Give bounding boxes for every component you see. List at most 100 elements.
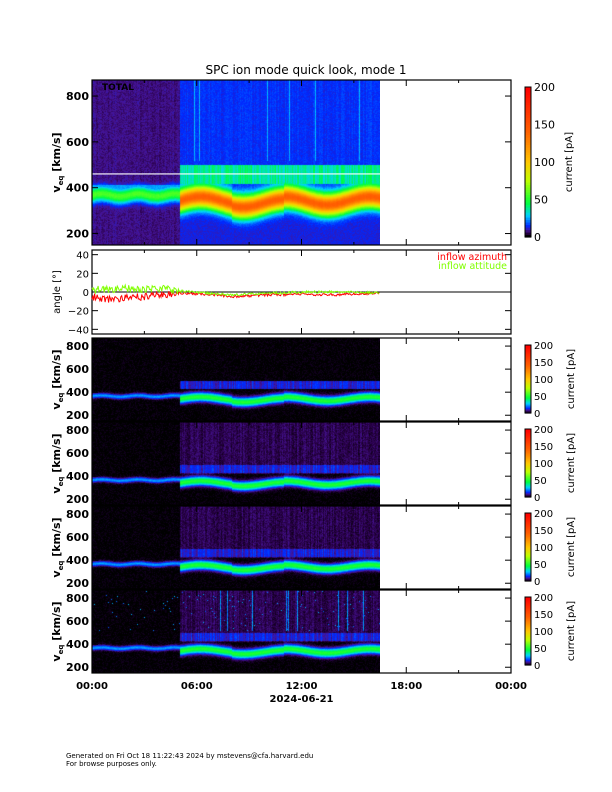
colorbar-swatch	[525, 410, 531, 413]
colorbar-swatch	[525, 490, 531, 492]
colorbar-swatch	[525, 537, 531, 540]
colorbar-swatch	[525, 532, 531, 534]
colorbar-tick-label: 150	[534, 119, 555, 132]
colorbar-swatch	[525, 487, 531, 490]
colorbar-swatch	[525, 430, 531, 432]
legend-entry: inflow azimuth	[437, 252, 507, 263]
colorbar-tick-label: 100	[534, 627, 553, 638]
colorbar-swatch	[525, 217, 531, 221]
colorbar-swatch	[525, 648, 531, 650]
colorbar-swatch	[525, 491, 531, 494]
colorbar-swatch	[525, 362, 531, 364]
colorbar-swatch	[525, 122, 531, 126]
colorbar-swatch	[525, 392, 531, 395]
colorbar-swatch	[525, 466, 531, 469]
colorbar-swatch	[525, 134, 531, 138]
colorbar-swatch	[525, 494, 531, 497]
colorbar-swatch	[525, 577, 531, 580]
colorbar-swatch	[525, 644, 531, 647]
spectrogram-heatmap	[92, 422, 380, 505]
colorbar-swatch	[525, 461, 531, 464]
colorbar-swatch	[525, 573, 531, 575]
x-tick-label: 00:00	[76, 681, 108, 692]
colorbar-tick-label: 50	[534, 392, 547, 403]
colorbar-swatch	[525, 396, 531, 398]
colorbar-swatch	[525, 229, 531, 233]
legend-entry: inflow attitude	[438, 261, 507, 272]
y-tick-label: 0	[83, 288, 89, 299]
colorbar-swatch	[525, 655, 531, 658]
colorbar-swatch	[525, 399, 531, 402]
colorbar-swatch	[525, 438, 531, 440]
colorbar-tick-label: 150	[534, 526, 553, 537]
colorbar-swatch	[525, 409, 531, 412]
colorbar-frame	[524, 86, 532, 238]
colorbar-swatch	[525, 464, 531, 466]
colorbar-swatch	[525, 478, 531, 481]
colorbar-swatch	[525, 528, 531, 531]
colorbar-swatch	[525, 391, 531, 394]
y-tick-label: 400	[66, 554, 89, 567]
colorbar-swatch	[525, 523, 531, 525]
colorbar-swatch	[525, 152, 531, 156]
colorbar-swatch	[525, 192, 531, 196]
colorbar-swatch	[525, 626, 531, 629]
panel-frame	[91, 589, 512, 674]
colorbar-swatch	[525, 157, 531, 161]
colorbar-swatch	[525, 485, 531, 488]
colorbar-swatch	[525, 475, 531, 478]
colorbar-swatch	[525, 104, 531, 108]
x-date-label: 2024-06-21	[270, 694, 334, 705]
colorbar-swatch	[525, 401, 531, 404]
colorbar-swatch	[525, 598, 531, 600]
panel-frame	[91, 505, 512, 590]
colorbar-tick-label: 0	[534, 661, 540, 672]
colorbar-swatch	[525, 533, 531, 536]
y-axis-label: veq [km/s]	[50, 601, 65, 661]
colorbar-swatch	[525, 458, 531, 461]
colorbar-swatch	[525, 383, 531, 386]
colorbar-swatch	[525, 492, 531, 495]
colorbar-swatch	[525, 482, 531, 484]
colorbar-swatch	[525, 182, 531, 186]
colorbar-tick-label: 0	[534, 493, 540, 504]
colorbar-swatch	[525, 447, 531, 449]
y-axis-label-text: veq [km/s]	[50, 132, 65, 192]
colorbar-swatch	[525, 97, 531, 101]
y-tick-label: 200	[66, 661, 89, 674]
colorbar-swatch	[525, 184, 531, 188]
colorbar-label-text: current [pA]	[566, 433, 577, 493]
colorbar-swatch	[525, 408, 531, 411]
ylabel-sub: eq	[57, 477, 65, 487]
colorbar-swatch	[525, 470, 531, 473]
colorbar-swatch	[525, 443, 531, 446]
colorbar-frame	[524, 428, 532, 498]
y-tick-label: 400	[66, 182, 89, 195]
colorbar-swatch	[525, 452, 531, 455]
y-axis-label-text: veq [km/s]	[50, 349, 65, 409]
colorbar-swatch	[525, 483, 531, 486]
y-axis-label: veq [km/s]	[50, 433, 65, 493]
colorbar-swatch	[525, 543, 531, 546]
colorbar-swatch	[525, 214, 531, 218]
panel-frame	[91, 79, 512, 246]
colorbar-swatch	[525, 476, 531, 479]
colorbar-swatch	[525, 429, 531, 431]
colorbar-swatch	[525, 389, 531, 391]
colorbar-swatch	[525, 646, 531, 649]
colorbar-swatch	[525, 406, 531, 408]
colorbar-swatch	[525, 371, 531, 373]
colorbar-swatch	[525, 199, 531, 203]
colorbar-swatch	[525, 620, 531, 623]
x-tick-label: 18:00	[390, 681, 422, 692]
colorbar-swatch	[525, 107, 531, 111]
spectrogram-heatmap	[92, 80, 380, 245]
colorbar-tick-label: 0	[534, 577, 540, 588]
colorbar-swatch	[525, 611, 531, 614]
colorbar-tick-label: 50	[534, 194, 548, 207]
panel-label-total: TOTAL	[102, 83, 134, 93]
colorbar-swatch	[525, 540, 531, 542]
colorbar-label-text: current [pA]	[566, 517, 577, 577]
colorbar-swatch	[525, 534, 531, 537]
